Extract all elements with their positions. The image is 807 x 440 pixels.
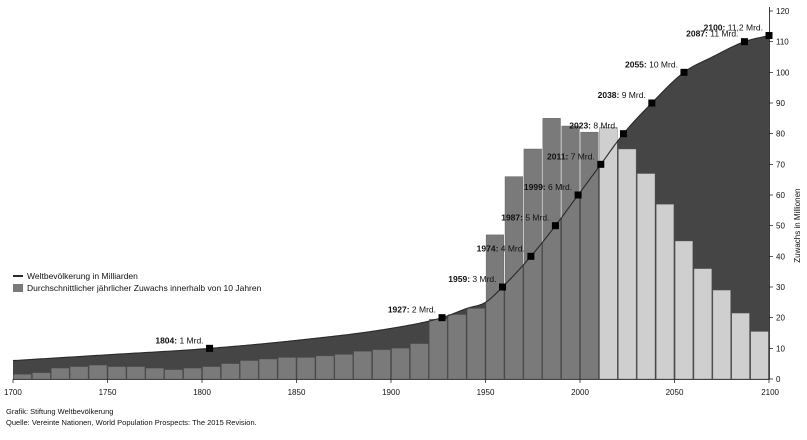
growth-bar-1750 xyxy=(107,366,126,380)
x-tick-label-2100: 2100 xyxy=(761,388,779,397)
growth-bar-1720 xyxy=(51,368,70,380)
growth-bar-2000 xyxy=(580,131,599,380)
y-tick-label-120: 120 xyxy=(776,7,790,16)
credit-line-1: Grafik: Stiftung Weltbevölkerung xyxy=(6,407,113,416)
milestone-marker-1927 xyxy=(438,314,446,322)
legend-swatch-bar xyxy=(13,284,23,292)
milestone-marker-1804 xyxy=(206,344,214,352)
growth-bar-2040 xyxy=(656,203,675,380)
y-tick-label-80: 80 xyxy=(776,130,785,139)
milestone-marker-1987 xyxy=(551,222,559,230)
growth-bar-1700 xyxy=(13,374,32,380)
credit-line-2: Quelle: Vereinte Nationen, World Populat… xyxy=(6,418,257,427)
growth-bar-1800 xyxy=(202,366,221,380)
growth-bar-1860 xyxy=(315,355,334,380)
milestone-label-1999: 1999: 6 Mrd. xyxy=(524,182,572,192)
growth-bar-1980 xyxy=(542,118,561,380)
growth-bar-2090 xyxy=(750,331,769,380)
x-tick-label-1900: 1900 xyxy=(382,388,400,397)
x-tick-label-1750: 1750 xyxy=(99,388,117,397)
growth-bar-1890 xyxy=(372,349,391,380)
milestone-label-2038: 2038: 9 Mrd. xyxy=(598,90,646,100)
growth-bar-1810 xyxy=(221,363,240,380)
milestone-label-1974: 1974: 4 Mrd. xyxy=(477,243,525,253)
growth-bar-2010 xyxy=(599,127,618,380)
milestone-label-1987: 1987: 5 Mrd. xyxy=(501,213,549,223)
x-tick-label-2050: 2050 xyxy=(666,388,684,397)
milestone-label-1959: 1959: 3 Mrd. xyxy=(448,274,496,284)
milestone-marker-2055 xyxy=(680,68,688,76)
y-tick-label-10: 10 xyxy=(776,344,785,353)
x-tick-label-2000: 2000 xyxy=(571,388,589,397)
legend: Weltbevölkerung in Milliarden Durchschnit… xyxy=(13,271,262,293)
growth-bar-1960 xyxy=(504,176,523,380)
growth-bar-2020 xyxy=(618,148,637,380)
milestone-marker-2023 xyxy=(619,130,627,138)
growth-bar-1930 xyxy=(448,314,467,380)
growth-bar-1940 xyxy=(467,308,486,380)
growth-bar-1870 xyxy=(334,354,353,380)
milestone-marker-2087 xyxy=(740,38,748,46)
growth-bar-1840 xyxy=(278,357,297,380)
growth-bar-1920 xyxy=(429,319,448,380)
growth-bar-2070 xyxy=(712,289,731,380)
milestone-label-2023: 2023: 8 Mrd. xyxy=(569,121,617,131)
growth-bar-2030 xyxy=(637,173,656,380)
growth-bar-1760 xyxy=(126,366,145,380)
y-axis-label: Zuwachs in Millionen xyxy=(793,189,802,263)
x-tick-label-1800: 1800 xyxy=(193,388,211,397)
growth-bar-1830 xyxy=(259,358,278,380)
growth-bar-2060 xyxy=(693,268,712,380)
x-tick-label-1850: 1850 xyxy=(288,388,306,397)
y-tick-label-50: 50 xyxy=(776,222,785,231)
milestone-marker-2100 xyxy=(765,32,773,40)
growth-bar-1770 xyxy=(145,368,164,380)
y-tick-label-90: 90 xyxy=(776,99,785,108)
growth-bar-1820 xyxy=(240,360,259,380)
growth-bar-1710 xyxy=(32,372,51,380)
growth-bar-2050 xyxy=(674,240,693,380)
y-tick-label-40: 40 xyxy=(776,252,785,261)
y-tick-label-110: 110 xyxy=(776,38,789,47)
growth-bar-1740 xyxy=(88,365,108,380)
growth-bar-1790 xyxy=(183,368,202,380)
milestone-marker-1974 xyxy=(527,252,535,260)
growth-bar-1990 xyxy=(561,125,580,380)
growth-bar-1950 xyxy=(485,234,505,380)
milestone-marker-2011 xyxy=(597,160,605,168)
credits: Grafik: Stiftung Weltbevölkerung Quelle: … xyxy=(6,407,257,427)
legend-label-2: Durchschnittlicher jährlicher Zuwachs in… xyxy=(27,283,262,293)
milestone-label-1927: 1927: 2 Mrd. xyxy=(388,305,436,315)
growth-bar-1910 xyxy=(410,343,429,380)
y-tick-label-0: 0 xyxy=(776,375,781,384)
growth-bar-1850 xyxy=(296,357,316,380)
milestone-label-2100: 2100: 11,2 Mrd. xyxy=(704,23,763,33)
growth-bar-1900 xyxy=(391,348,410,380)
population-line xyxy=(12,34,770,362)
milestone-label-1804: 1804: 1 Mrd. xyxy=(155,335,203,345)
legend-label-1: Weltbevölkerung in Milliarden xyxy=(27,271,138,281)
milestone-label-2055: 2055: 10 Mrd. xyxy=(625,59,678,69)
growth-bar-1880 xyxy=(353,351,372,380)
milestone-label-2011: 2011: 7 Mrd. xyxy=(547,151,595,161)
milestone-marker-2038 xyxy=(648,99,656,107)
growth-bar-1730 xyxy=(70,366,89,380)
population-area xyxy=(13,35,769,379)
x-tick-label-1700: 1700 xyxy=(4,388,22,397)
plot-area: 1700 1750 1800 1850 1900 1950 2000 2050 21000102… xyxy=(4,7,802,397)
y-tick-label-70: 70 xyxy=(776,160,785,169)
milestone-marker-1959 xyxy=(499,283,507,291)
milestone-marker-1999 xyxy=(574,191,582,199)
x-tick-label-1950: 1950 xyxy=(477,388,495,397)
growth-bar-2080 xyxy=(731,312,750,380)
y-tick-label-100: 100 xyxy=(776,68,790,77)
y-tick-label-60: 60 xyxy=(776,191,785,200)
y-tick-label-30: 30 xyxy=(776,283,785,292)
growth-bar-1780 xyxy=(164,369,183,380)
y-tick-label-20: 20 xyxy=(776,314,785,323)
milestone-label-2087: 2087: 11 Mrd. xyxy=(686,29,738,39)
